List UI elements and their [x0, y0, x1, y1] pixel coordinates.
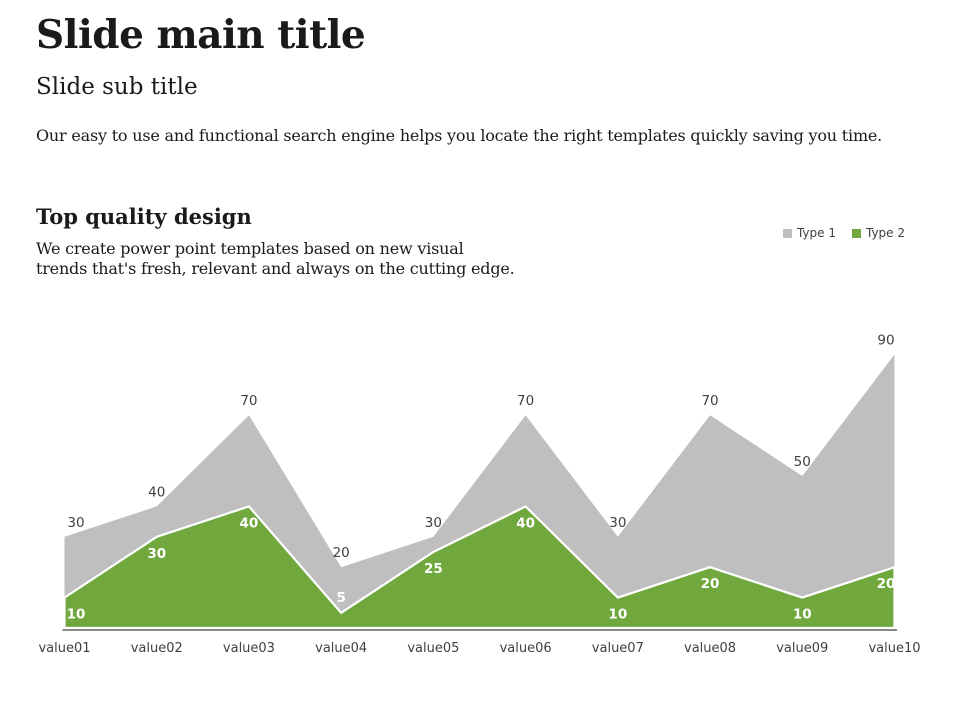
data-label-type-2: 10	[793, 607, 812, 623]
x-axis-tick-label: value02	[131, 641, 183, 656]
data-label-type-1: 30	[67, 515, 84, 531]
data-label-type-1: 50	[794, 454, 811, 470]
data-label-type-1: 20	[333, 545, 350, 561]
data-label-type-1: 90	[877, 332, 894, 348]
section-heading: Top quality design	[36, 204, 252, 229]
data-label-type-1: 30	[425, 515, 442, 531]
data-label-type-2: 20	[877, 576, 896, 592]
area-chart: 30 40 70 20 30 70 30 70 50 90 10 30 40 5 25 40 10 20 10 20 v…	[0, 318, 960, 668]
data-label-type-1: 40	[148, 484, 165, 500]
area-chart-svg: 30 40 70 20 30 70 30 70 50 90 10 30 40 5 25 40 10 20 10 20 v…	[38, 332, 920, 656]
data-label-type-2: 40	[240, 515, 259, 531]
data-label-type-2: 5	[336, 590, 345, 606]
data-label-type-2: 40	[516, 515, 535, 531]
x-axis-tick-label: value04	[315, 641, 367, 656]
data-label-type-1: 30	[609, 515, 626, 531]
x-axis-tick-label: value10	[868, 641, 920, 656]
slide-main-title: Slide main title	[36, 12, 366, 58]
legend-label-type-1: Type 1	[796, 226, 836, 240]
slide-sub-title: Slide sub title	[36, 74, 198, 100]
x-axis-tick-label: value03	[223, 641, 275, 656]
x-axis-tick-label: value08	[684, 641, 736, 656]
chart-legend: Type 1 Type 2	[782, 226, 905, 240]
data-label-type-2: 25	[424, 561, 443, 577]
intro-text: Our easy to use and functional search en…	[36, 126, 883, 145]
x-axis-tick-label: value05	[407, 641, 459, 656]
x-axis-tick-label: value07	[592, 641, 644, 656]
legend-item-type-2: Type 2	[851, 226, 905, 240]
x-axis-tick-label: value09	[776, 641, 828, 656]
data-label-type-2: 10	[67, 607, 86, 623]
data-label-type-1: 70	[701, 393, 718, 409]
data-label-type-1: 70	[240, 393, 257, 409]
data-label-type-1: 70	[517, 393, 534, 409]
data-label-type-2: 10	[608, 607, 627, 623]
legend-label-type-2: Type 2	[865, 226, 905, 240]
data-label-type-2: 20	[701, 576, 720, 592]
legend-item-type-1: Type 1	[782, 226, 836, 240]
section-body: We create power point templates based on…	[36, 239, 515, 278]
x-axis-tick-label: value01	[38, 641, 90, 656]
series-area-type-2	[63, 505, 896, 630]
legend-swatch-type-1-icon	[782, 228, 792, 238]
x-axis-tick-label: value06	[500, 641, 552, 656]
data-label-type-2: 30	[147, 546, 166, 562]
legend-swatch-type-2-icon	[851, 228, 861, 238]
